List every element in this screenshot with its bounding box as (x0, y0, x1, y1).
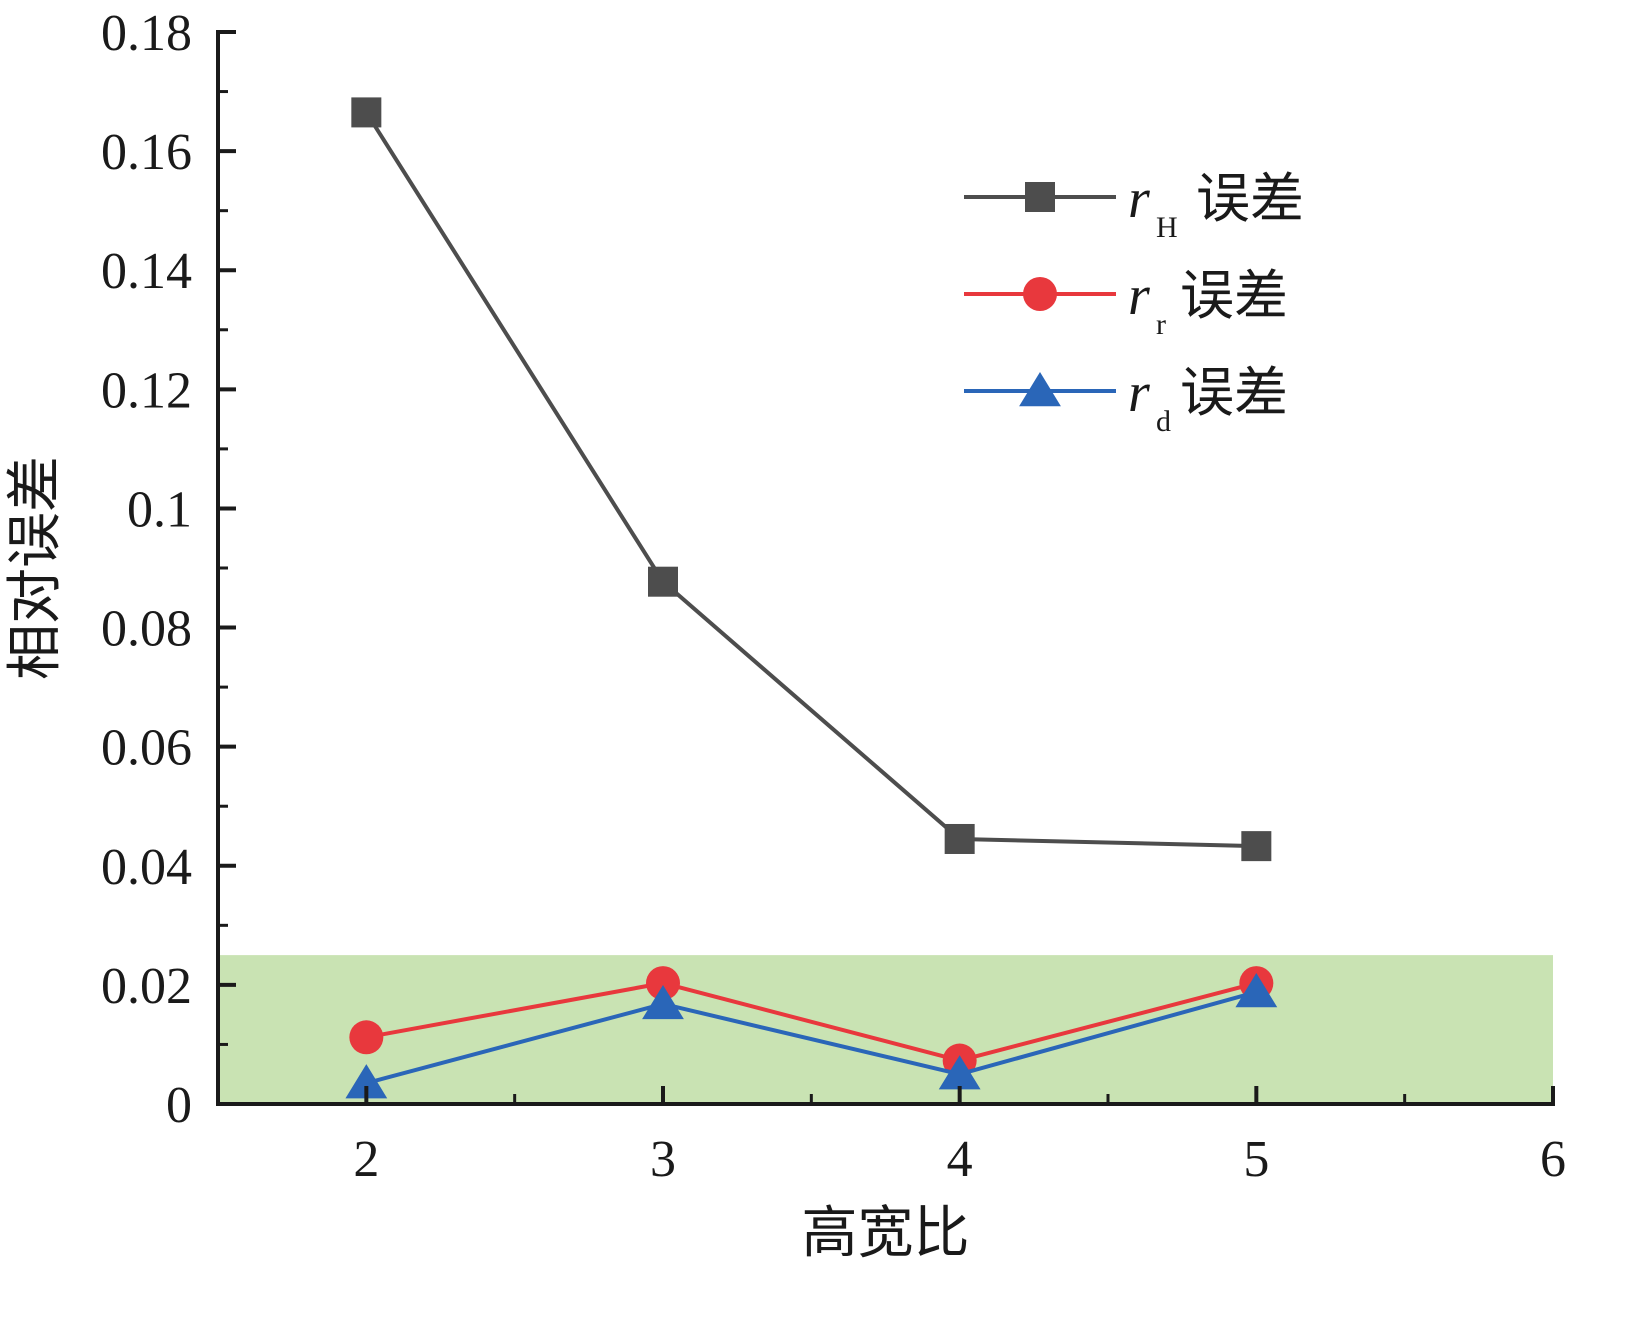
y-tick-label: 0.12 (101, 362, 192, 419)
legend-item-r: r r 误差 (964, 264, 1288, 341)
legend-label-r: r (1128, 362, 1150, 424)
series-line-r (365, 981, 1257, 1063)
data-point-d (642, 984, 684, 1020)
legend: r H 误差r r 误差r d 误差 (964, 167, 1304, 438)
legend-label-subscript: r (1156, 308, 1166, 341)
y-tick-label: 0.06 (101, 720, 192, 777)
legend-item-H: r H 误差 (964, 167, 1304, 244)
series-line-d (365, 990, 1257, 1086)
y-tick-label: 0 (166, 1077, 192, 1134)
data-point-H (944, 823, 975, 854)
x-axis-title: 高宽比 (802, 1201, 970, 1266)
y-axis-title: 相对误差 (3, 456, 68, 680)
y-tick-label: 0.16 (101, 124, 192, 181)
legend-label-suffix: 误差 (1180, 264, 1288, 327)
data-point-H (351, 97, 382, 128)
legend-item-d: r d 误差 (964, 361, 1288, 438)
legend-label-subscript: d (1156, 405, 1171, 438)
data-point-r (349, 1020, 384, 1055)
x-tick-label: 5 (1243, 1131, 1269, 1188)
data-point-r (646, 966, 680, 1001)
legend-marker (1019, 372, 1061, 407)
x-tick-label: 3 (650, 1131, 676, 1188)
legend-label-r: r (1128, 168, 1150, 230)
y-tick-label: 0.14 (101, 243, 192, 300)
y-tick-label: 0.02 (101, 958, 192, 1015)
series-H (351, 97, 1272, 862)
x-tick-label: 6 (1540, 1131, 1566, 1188)
data-point-d (938, 1055, 981, 1090)
series-layer (345, 97, 1278, 1099)
legend-label-suffix: 误差 (1180, 361, 1288, 424)
y-tick-label: 0.04 (101, 839, 192, 896)
data-point-H (1241, 831, 1272, 862)
legend-marker (1025, 182, 1055, 212)
legend-marker (1023, 277, 1057, 311)
legend-label-suffix: 误差 (1196, 167, 1304, 230)
x-tick-label: 4 (947, 1131, 973, 1188)
legend-label-r: r (1128, 265, 1150, 327)
series-line-H (364, 111, 1257, 849)
data-point-d (345, 1064, 388, 1099)
y-tick-label: 0.18 (101, 5, 192, 62)
highlight-band (218, 955, 1553, 1104)
legend-label-subscript: H (1156, 211, 1178, 244)
x-tick-label: 2 (353, 1131, 379, 1188)
y-tick-label: 0.1 (127, 481, 192, 538)
data-point-H (648, 566, 678, 597)
data-point-d (1235, 973, 1278, 1008)
axes-layer: 0 0.02 0.04 0.06 0.08 0.1 0.12 0.14 0.16 0.18 2 3 4 5… (101, 5, 1566, 1188)
y-tick-label: 0.08 (101, 601, 192, 658)
series-d (345, 973, 1278, 1099)
